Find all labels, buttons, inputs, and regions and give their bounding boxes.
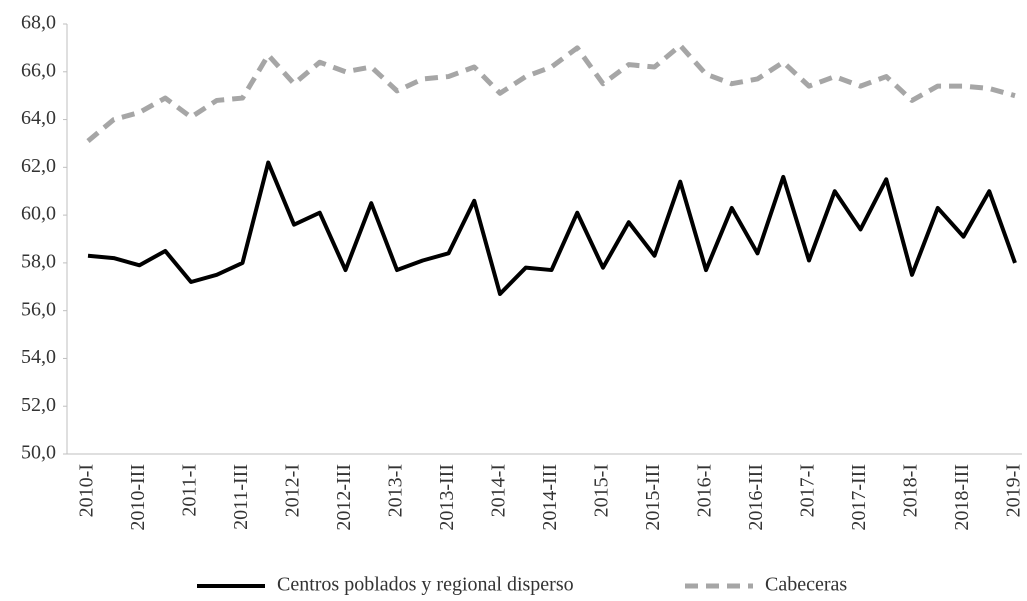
x-tick-label: 2018-I — [900, 464, 922, 517]
x-tick-label: 2013-III — [436, 464, 458, 531]
x-tick-label: 2011-I — [179, 464, 201, 517]
x-tick-label: 2014-III — [539, 464, 561, 531]
y-tick-label: 68,0 — [21, 12, 56, 34]
x-tick-label: 2012-III — [333, 464, 355, 531]
legend-label: Cabeceras — [765, 574, 847, 596]
x-tick-label: 2011-III — [230, 464, 252, 530]
y-tick-label: 58,0 — [21, 250, 56, 272]
x-tick-label: 2010-III — [127, 464, 149, 531]
x-tick-label: 2016-III — [745, 464, 767, 531]
y-tick-label: 64,0 — [21, 107, 56, 129]
series-line — [87, 160, 1017, 296]
legend-label: Centros poblados y regional disperso — [277, 574, 574, 596]
x-tick-label: 2018-III — [951, 464, 973, 531]
x-tick-label: 2014-I — [488, 464, 510, 517]
y-tick-label: 54,0 — [21, 346, 56, 368]
y-tick-label: 60,0 — [21, 203, 56, 225]
x-tick-label: 2016-I — [694, 464, 716, 517]
y-tick-label: 56,0 — [21, 298, 56, 320]
y-tick-label: 66,0 — [21, 59, 56, 81]
y-tick-label: 50,0 — [21, 442, 56, 464]
y-tick-label: 62,0 — [21, 155, 56, 177]
x-tick-label: 2019-I — [1003, 464, 1025, 517]
x-tick-label: 2012-I — [282, 464, 304, 517]
x-tick-label: 2010-I — [76, 464, 98, 517]
y-tick-label: 52,0 — [21, 394, 56, 416]
x-tick-label: 2015-III — [642, 464, 664, 531]
x-tick-label: 2017-I — [797, 464, 819, 517]
series-line — [86, 43, 1016, 143]
x-tick-label: 2015-I — [591, 464, 613, 517]
x-tick-label: 2013-I — [385, 464, 407, 517]
x-tick-label: 2017-III — [848, 464, 870, 531]
